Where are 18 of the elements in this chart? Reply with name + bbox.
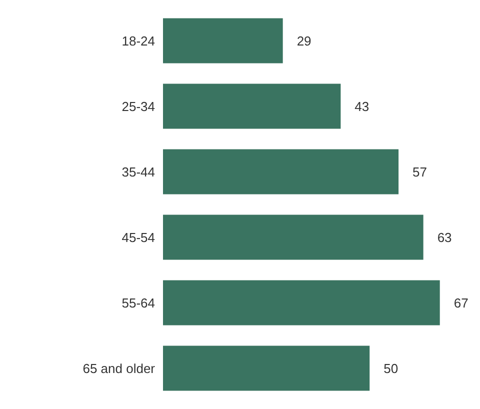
bar (163, 346, 370, 391)
bar (163, 149, 399, 194)
y-tick-label: 45-54 (122, 230, 155, 245)
data-label: 57 (412, 164, 427, 180)
data-label: 43 (354, 98, 370, 114)
y-tick-label: 18-24 (122, 33, 155, 48)
bar (163, 280, 440, 326)
bar (163, 18, 283, 64)
y-tick-label: 35-44 (122, 164, 155, 180)
y-tick-label: 65 and older (82, 360, 156, 376)
bar (163, 84, 341, 129)
bar (163, 214, 424, 260)
data-label: 29 (296, 33, 312, 48)
data-label: 50 (384, 360, 398, 376)
data-label: 63 (437, 230, 452, 245)
data-label: 67 (454, 295, 468, 310)
y-tick-label: 25-34 (122, 98, 155, 114)
y-tick-label: 55-64 (122, 295, 155, 310)
